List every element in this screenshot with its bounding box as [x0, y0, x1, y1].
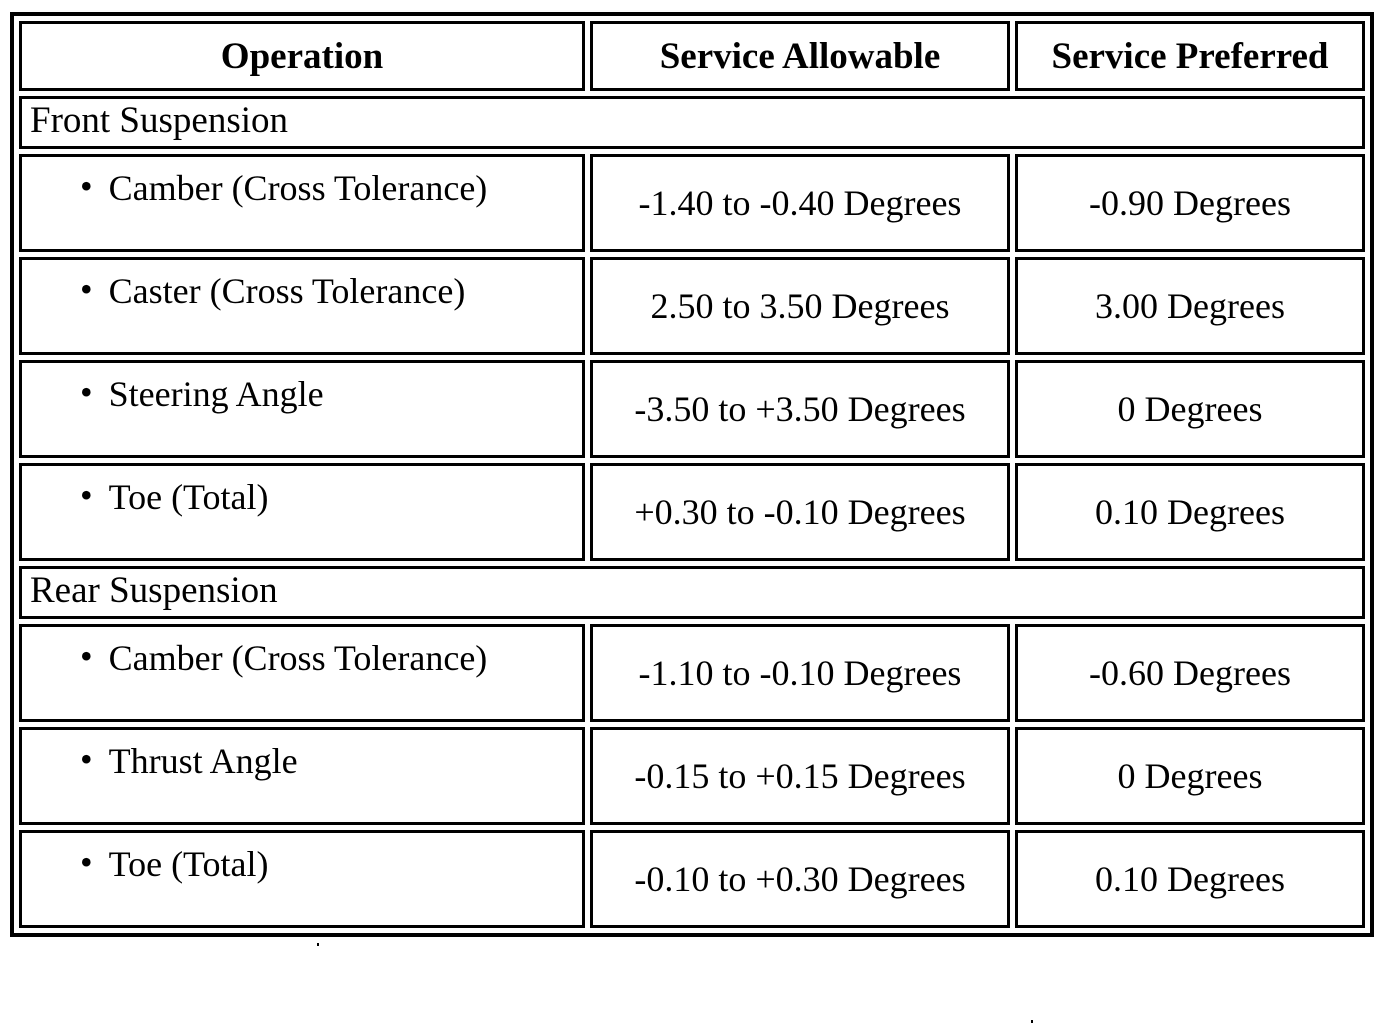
- column-header-service-preferred: Service Preferred: [1015, 21, 1365, 91]
- operation-label: Camber (Cross Tolerance): [108, 168, 488, 208]
- table-row: • Camber (Cross Tolerance) -1.40 to -0.40…: [19, 154, 1365, 252]
- operation-label: Toe (Total): [108, 477, 269, 517]
- section-row-front-suspension: Front Suspension: [19, 96, 1365, 149]
- service-preferred-value: 0.10 Degrees: [1015, 830, 1365, 928]
- bullet-icon: •: [80, 842, 93, 882]
- service-preferred-value: 0 Degrees: [1015, 727, 1365, 825]
- table-row: • Toe (Total) +0.30 to -0.10 Degrees 0.10…: [19, 463, 1365, 561]
- bullet-icon: •: [80, 372, 93, 412]
- column-header-operation: Operation: [19, 21, 585, 91]
- operation-label: Steering Angle: [108, 374, 324, 414]
- bullet-icon: •: [80, 739, 93, 779]
- operation-cell: • Caster (Cross Tolerance): [19, 257, 585, 355]
- service-allowable-value: +0.30 to -0.10 Degrees: [590, 463, 1010, 561]
- operation-cell: • Camber (Cross Tolerance): [19, 154, 585, 252]
- table-row: • Steering Angle -3.50 to +3.50 Degrees 0…: [19, 360, 1365, 458]
- service-preferred-value: 0 Degrees: [1015, 360, 1365, 458]
- service-preferred-value: 0.10 Degrees: [1015, 463, 1365, 561]
- service-preferred-value: 3.00 Degrees: [1015, 257, 1365, 355]
- service-allowable-value: -0.10 to +0.30 Degrees: [590, 830, 1010, 928]
- operation-cell: • Camber (Cross Tolerance): [19, 624, 585, 722]
- bullet-icon: •: [80, 475, 93, 515]
- operation-cell: • Thrust Angle: [19, 727, 585, 825]
- service-allowable-value: 2.50 to 3.50 Degrees: [590, 257, 1010, 355]
- service-allowable-value: -1.10 to -0.10 Degrees: [590, 624, 1010, 722]
- table-row: • Caster (Cross Tolerance) 2.50 to 3.50 D…: [19, 257, 1365, 355]
- operation-cell: • Toe (Total): [19, 463, 585, 561]
- section-title: Front Suspension: [19, 96, 1365, 149]
- service-allowable-value: -1.40 to -0.40 Degrees: [590, 154, 1010, 252]
- alignment-specifications-table: Operation Service Allowable Service Pref…: [10, 12, 1374, 937]
- table-row: • Toe (Total) -0.10 to +0.30 Degrees 0.10…: [19, 830, 1365, 928]
- operation-label: Toe (Total): [108, 844, 269, 884]
- operation-label: Thrust Angle: [108, 741, 298, 781]
- scan-speck: [1031, 1020, 1033, 1023]
- service-preferred-value: -0.90 Degrees: [1015, 154, 1365, 252]
- bullet-icon: •: [80, 269, 93, 309]
- service-preferred-value: -0.60 Degrees: [1015, 624, 1365, 722]
- table-header-row: Operation Service Allowable Service Pref…: [19, 21, 1365, 91]
- scan-speck: [317, 943, 319, 946]
- section-title: Rear Suspension: [19, 566, 1365, 619]
- operation-label: Caster (Cross Tolerance): [108, 271, 466, 311]
- column-header-service-allowable: Service Allowable: [590, 21, 1010, 91]
- section-row-rear-suspension: Rear Suspension: [19, 566, 1365, 619]
- service-allowable-value: -0.15 to +0.15 Degrees: [590, 727, 1010, 825]
- operation-label: Camber (Cross Tolerance): [108, 638, 488, 678]
- operation-cell: • Toe (Total): [19, 830, 585, 928]
- bullet-icon: •: [80, 166, 93, 206]
- bullet-icon: •: [80, 636, 93, 676]
- table-row: • Thrust Angle -0.15 to +0.15 Degrees 0 D…: [19, 727, 1365, 825]
- operation-cell: • Steering Angle: [19, 360, 585, 458]
- service-allowable-value: -3.50 to +3.50 Degrees: [590, 360, 1010, 458]
- table-row: • Camber (Cross Tolerance) -1.10 to -0.10…: [19, 624, 1365, 722]
